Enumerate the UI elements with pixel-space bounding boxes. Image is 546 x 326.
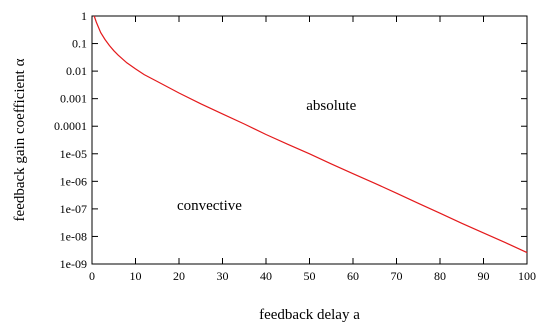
y-tick-label: 1e-08	[60, 229, 87, 243]
y-tick-label: 1	[81, 9, 87, 23]
y-axis: 1 0.1 0.01 0.001 0.0001 1e-05 1e-06 1e-07 1e-08 1…	[54, 9, 527, 271]
y-axis-title: feedback gain coefficient α	[12, 58, 28, 221]
x-tick-label: 60	[347, 269, 359, 283]
plot-frame	[91, 15, 528, 265]
y-tick-label: 1e-09	[60, 257, 87, 271]
y-tick-label: 0.001	[60, 92, 87, 106]
x-tick-label: 0	[89, 269, 95, 283]
x-tick-label: 50	[304, 269, 316, 283]
region-label-absolute: absolute	[306, 98, 356, 114]
x-tick-label: 30	[217, 269, 229, 283]
x-tick-label: 80	[434, 269, 446, 283]
y-tick-label: 0.1	[72, 37, 87, 51]
y-tick-label: 1e-06	[60, 174, 87, 188]
x-tick-label: 20	[173, 269, 185, 283]
x-tick-label: 70	[391, 269, 403, 283]
y-tick-label: 1e-05	[60, 147, 87, 161]
region-annotations: absolute convective	[177, 98, 357, 214]
x-axis: 0 10 20 30 40 50 60 70 80 90 100	[89, 16, 536, 283]
y-tick-label: 0.0001	[54, 119, 87, 133]
x-axis-title: feedback delay a	[259, 307, 360, 323]
x-tick-label: 100	[518, 269, 536, 283]
x-tick-label: 40	[260, 269, 272, 283]
y-tick-label: 1e-07	[60, 202, 87, 216]
data-series-line	[93, 15, 528, 254]
y-tick-label: 0.01	[66, 64, 87, 78]
region-label-convective: convective	[177, 198, 242, 214]
x-tick-label: 90	[478, 269, 490, 283]
x-tick-label: 10	[130, 269, 142, 283]
